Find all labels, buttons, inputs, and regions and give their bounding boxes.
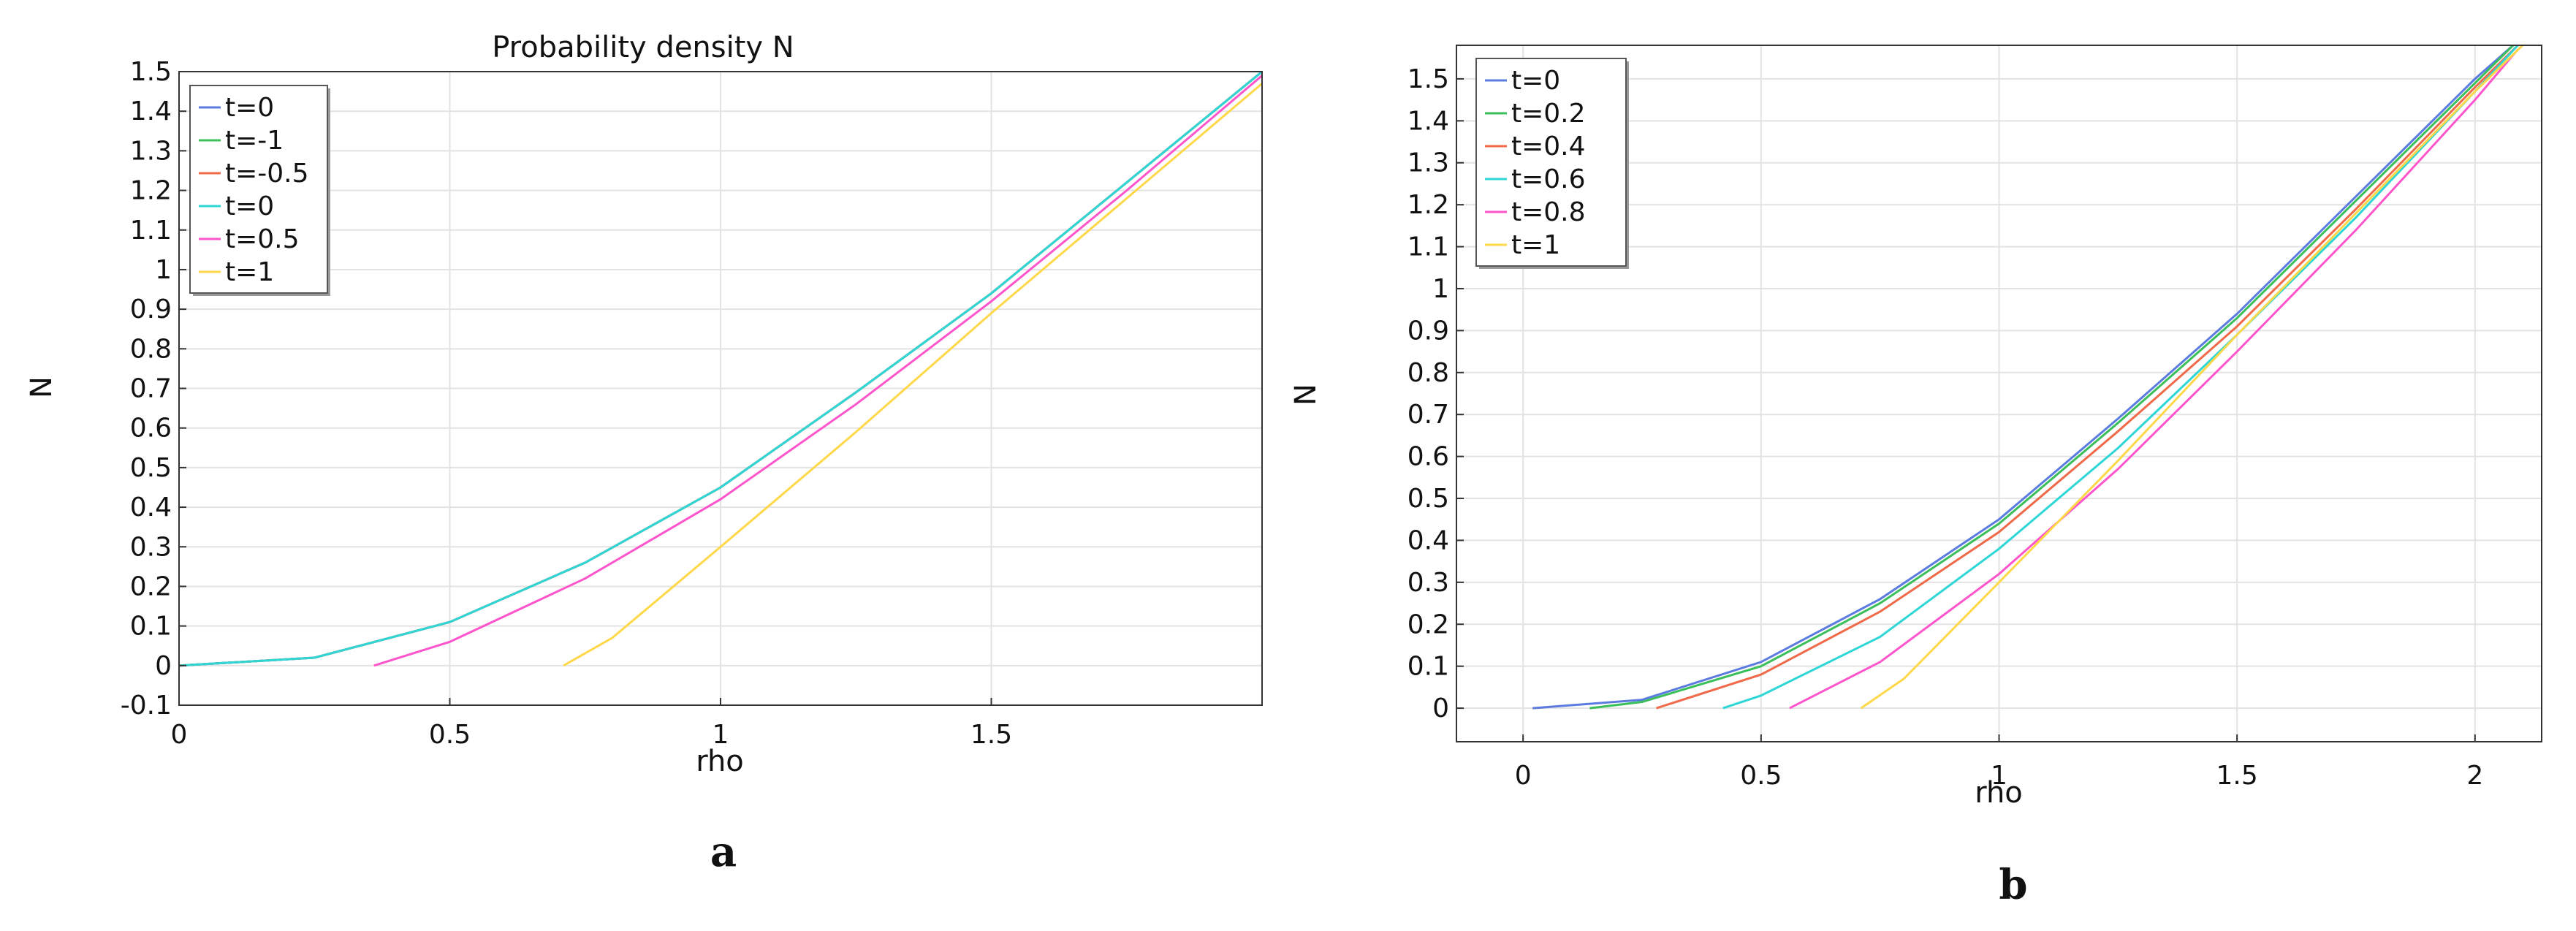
panel-label: a (710, 828, 737, 876)
y-tick-label: 0.9 (1407, 316, 1449, 346)
legend-label: t=0.5 (225, 224, 300, 254)
y-tick-label: 1.4 (130, 96, 172, 126)
legend-label: t=1 (1511, 230, 1560, 260)
y-tick-label: 0.5 (130, 453, 172, 483)
legend-label: t=-1 (225, 126, 284, 156)
legend: t=0t=0.2t=0.4t=0.6t=0.8t=1 (1475, 58, 1629, 269)
x-axis-label: rho (1975, 776, 2023, 810)
x-axis-label: rho (696, 745, 744, 778)
chart-title: Probability density N (492, 31, 794, 64)
legend-label: t=0.8 (1511, 197, 1586, 227)
legend-label: t=0.2 (1511, 99, 1586, 129)
x-tick-label: 0 (171, 720, 188, 750)
y-tick-label: 0.1 (1407, 652, 1449, 682)
legend-label: t=0 (225, 191, 274, 221)
y-tick-label: 0.4 (130, 493, 172, 522)
y-tick-label: 0.4 (1407, 525, 1449, 555)
legend-label: t=0.6 (1511, 164, 1586, 194)
series-line-2 (1589, 45, 2514, 710)
panel-label: b (1999, 861, 2027, 909)
legend-label: t=-0.5 (225, 159, 309, 189)
y-tick-label: 1.3 (130, 136, 172, 166)
y-tick-label: 0 (1432, 694, 1449, 723)
y-tick-label: 1.2 (130, 176, 172, 206)
y-tick-label: 0.8 (130, 334, 172, 364)
series-line-4 (1722, 45, 2519, 710)
y-tick-label: 1.4 (1407, 106, 1449, 136)
y-tick-label: -0.1 (121, 691, 172, 721)
y-tick-label: 1 (155, 255, 172, 285)
y-tick-label: 0.6 (1407, 442, 1449, 472)
y-axis-label: N (1289, 384, 1323, 406)
series-line-4 (179, 72, 1262, 667)
y-tick-label: 0.8 (1407, 358, 1449, 388)
series-line-5 (1789, 48, 2519, 710)
y-tick-label: 1.1 (1407, 232, 1449, 262)
y-tick-label: 1.5 (1407, 64, 1449, 94)
y-tick-label: 1 (1432, 274, 1449, 304)
y-tick-label: 1.3 (1407, 148, 1449, 178)
y-tick-label: 0.3 (1407, 568, 1449, 598)
y-tick-label: 1.1 (130, 216, 172, 246)
x-tick-label: 1.5 (2216, 761, 2258, 791)
y-axis-label: N (25, 376, 58, 398)
legend-label: t=0.4 (1511, 132, 1586, 162)
chart-panel-b: 0 0.1 0.2 0.3 0.4 0.5 0.6 0.7 0.8 0.9 1 1.1 1.2 1.3 1.… (1289, 45, 2542, 909)
y-tick-label: 0.6 (130, 414, 172, 444)
y-tick-label: 0.7 (1407, 400, 1449, 430)
series-line-5 (373, 75, 1262, 667)
y-tick-label: 0.2 (1407, 609, 1449, 639)
series-line-6 (563, 83, 1262, 667)
y-tick-label: 0.1 (130, 612, 172, 642)
x-tick-label: 1 (1991, 761, 2007, 791)
legend-label: t=0 (1511, 66, 1560, 96)
y-tick-label: 0.5 (1407, 484, 1449, 514)
series-line-6 (1860, 45, 2523, 710)
y-tick-label: 0.3 (130, 532, 172, 562)
y-tick-label: 1.2 (1407, 190, 1449, 220)
legend-label: t=0 (225, 93, 274, 123)
y-tick-label: 1.5 (130, 57, 172, 87)
x-tick-label: 1 (713, 720, 729, 750)
legend: t=0t=-1t=-0.5t=0t=0.5t=1 (189, 85, 330, 296)
legend-box (189, 85, 328, 294)
y-tick-label: 0.2 (130, 571, 172, 601)
x-tick-label: 0 (1515, 761, 1532, 791)
y-tick-label: 0.7 (130, 374, 172, 404)
legend-label: t=1 (225, 257, 274, 287)
x-tick-label: 0.5 (1740, 761, 1782, 791)
legend-box (1475, 58, 1627, 267)
series-line-3 (1656, 45, 2519, 710)
chart-panel-a: -0.100.10.20.30.40.50.60.70.80.911.11.21… (25, 31, 1263, 876)
y-tick-label: 0 (155, 651, 172, 681)
x-tick-label: 2 (2466, 761, 2483, 791)
y-tick-label: 0.9 (130, 294, 172, 324)
series-line-1 (1532, 45, 2514, 710)
x-tick-label: 0.5 (429, 720, 471, 750)
x-tick-label: 1.5 (970, 720, 1012, 750)
